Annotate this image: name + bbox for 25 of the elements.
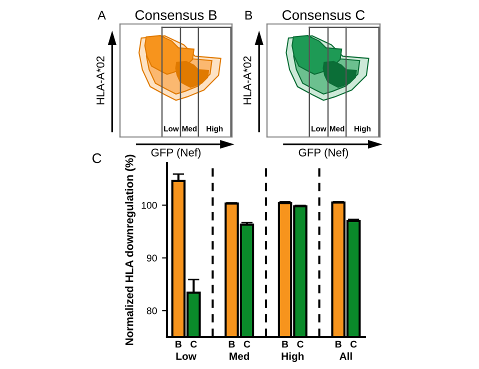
y-tick-label: 80 bbox=[146, 307, 157, 314]
x-tick-label: Low bbox=[176, 352, 196, 360]
text: C bbox=[92, 153, 102, 164]
text: GFP (Nef) bbox=[151, 148, 201, 159]
x-tick-label: High bbox=[282, 352, 304, 362]
text: Consensus B bbox=[135, 10, 217, 20]
text: C bbox=[350, 340, 357, 348]
text: B bbox=[228, 340, 235, 348]
y-tick-label: 100 bbox=[142, 202, 157, 209]
text: HLA-A*02 bbox=[96, 56, 104, 104]
y-tick-label: 90 bbox=[146, 254, 157, 262]
text: Consensus C bbox=[282, 10, 365, 20]
y-axis-title: Normalized HLA downregulation (%) bbox=[125, 154, 136, 346]
series-label: B bbox=[176, 340, 182, 348]
series-label: C bbox=[190, 340, 197, 348]
text: B bbox=[335, 340, 342, 348]
text: C bbox=[297, 340, 304, 348]
text: HLA-A*02 bbox=[243, 56, 252, 104]
text: GFP (Nef) bbox=[298, 148, 348, 159]
x-tick-label: Med bbox=[230, 352, 250, 360]
text: C bbox=[244, 340, 250, 348]
text: B bbox=[282, 340, 288, 348]
text: B bbox=[245, 10, 252, 20]
text: A bbox=[98, 10, 106, 20]
x-tick-label: All bbox=[340, 352, 352, 360]
